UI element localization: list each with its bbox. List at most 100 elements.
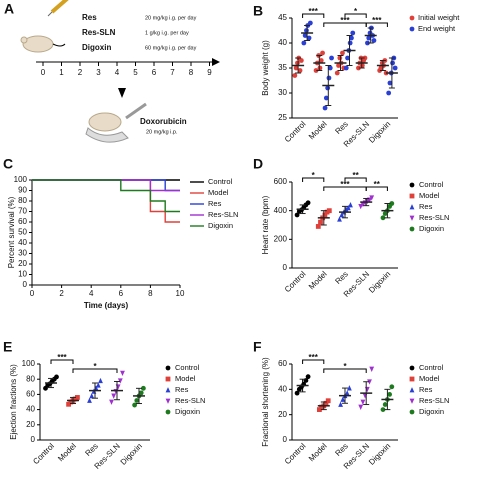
data-point: [292, 73, 298, 78]
data-point: [390, 60, 395, 66]
y-tick-label: 50: [18, 228, 27, 237]
data-point: [337, 216, 342, 222]
data-point: [295, 60, 300, 66]
treatment-name: Res: [82, 13, 97, 22]
legend-marker: [409, 193, 415, 199]
y-tick-label: 35: [278, 63, 287, 72]
data-point: [322, 105, 328, 111]
data-point: [358, 203, 364, 210]
timeline-label: 4: [115, 68, 120, 77]
x-tick-label: 6: [119, 289, 124, 298]
legend-label: Digoxin: [208, 221, 233, 230]
y-tick-label: 80: [26, 374, 35, 383]
data-point: [294, 390, 300, 396]
treatment-name: Digoxin: [82, 43, 111, 52]
x-tick-label: Model: [307, 441, 329, 463]
legend-label: Res: [175, 385, 189, 394]
data-point: [318, 58, 324, 63]
legend-marker: [409, 365, 415, 371]
data-point: [334, 70, 340, 76]
x-tick-label: Model: [307, 119, 329, 141]
x-tick-label: Digoxin: [367, 270, 392, 295]
data-point: [54, 374, 59, 380]
panel-label: C: [3, 156, 13, 172]
mouse-icon: [88, 112, 122, 132]
x-tick-label: 2: [59, 289, 64, 298]
treatment-dose: 20 mg/kg i.g. per day: [145, 15, 197, 21]
legend-label: Model: [419, 191, 440, 200]
timeline-label: 6: [152, 68, 157, 77]
data-point: [347, 40, 353, 46]
data-point: [344, 390, 350, 396]
y-tick-label: 60: [18, 217, 27, 226]
y-tick-label: 20: [18, 259, 27, 268]
legend-label: Control: [175, 363, 200, 372]
data-point: [301, 40, 307, 46]
legend-label: Res-SLN: [175, 396, 205, 405]
legend-label: Digoxin: [175, 407, 200, 416]
y-tick-label: 60: [26, 390, 35, 399]
data-point: [313, 68, 319, 73]
data-point: [115, 384, 121, 390]
timeline-label: 7: [170, 68, 175, 77]
data-point: [325, 398, 331, 404]
legend-label: Digoxin: [419, 224, 444, 233]
x-tick-label: 8: [148, 289, 153, 298]
legend-marker: [409, 398, 415, 404]
timeline-label: 0: [41, 68, 46, 77]
significance-label: **: [352, 171, 359, 180]
data-point: [340, 396, 346, 402]
legend-label: Model: [175, 374, 196, 383]
y-tick-label: 60: [278, 359, 287, 368]
survival-line: [32, 179, 180, 192]
significance-label: *: [343, 362, 347, 371]
legend-label: Control: [419, 180, 444, 189]
panel-label: A: [4, 1, 14, 17]
data-point: [323, 400, 329, 406]
data-point: [358, 404, 364, 410]
y-tick-label: 0: [23, 280, 28, 289]
data-point: [343, 65, 349, 71]
legend-label: Control: [419, 363, 444, 372]
data-point: [365, 40, 370, 46]
data-point: [294, 212, 300, 218]
y-tick-label: 90: [18, 186, 27, 195]
legend-marker: [165, 387, 171, 393]
legend-marker: [409, 409, 415, 415]
legend-marker: [165, 365, 171, 371]
legend-label: End weight: [418, 24, 456, 33]
timeline-label: 9: [207, 68, 212, 77]
significance-bracket: [72, 368, 118, 373]
x-tick-label: Control: [283, 441, 308, 466]
legend-marker: [409, 387, 415, 393]
data-point: [367, 379, 372, 385]
legend-label: Model: [208, 188, 229, 197]
data-point: [350, 30, 356, 36]
hand-icon: [85, 127, 129, 143]
data-point: [371, 38, 377, 43]
x-tick-label: Res: [333, 270, 349, 286]
legend-marker: [165, 376, 171, 382]
data-point: [369, 195, 375, 201]
data-point: [98, 377, 103, 384]
data-point: [298, 58, 304, 63]
x-tick-label: Model: [307, 269, 329, 291]
schematic: A Res 20 mg/kg i.g. per day Res-SLN 1 g/…: [4, 0, 220, 143]
legend-marker: [409, 26, 415, 32]
panel-label: E: [3, 339, 12, 355]
data-point: [345, 204, 351, 211]
data-point: [337, 55, 343, 61]
data-point: [392, 65, 398, 71]
y-tick-label: 45: [278, 13, 287, 22]
panel-label: B: [253, 3, 263, 19]
mouse-icon: [22, 35, 54, 53]
data-point: [389, 384, 395, 390]
data-point: [356, 65, 361, 71]
data-point: [315, 224, 321, 229]
x-tick-label: Control: [283, 119, 308, 144]
y-tick-label: 40: [278, 384, 287, 393]
data-point: [323, 95, 329, 101]
x-tick-label: Digoxin: [367, 120, 392, 145]
x-tick-label: Control: [31, 441, 56, 466]
y-tick-label: 200: [274, 234, 288, 243]
